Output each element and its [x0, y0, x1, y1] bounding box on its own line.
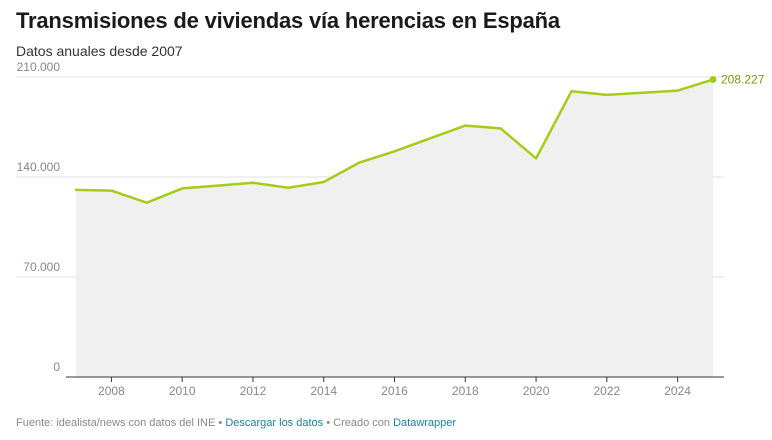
footer-source: Fuente: idealista/news con datos del INE — [16, 417, 216, 429]
area-chart: 0 70.000 140.000 210.000 2008 2010 2012 2014 201… — [16, 60, 765, 398]
footer-separator: • — [326, 417, 331, 429]
footer-separator: • — [218, 417, 223, 429]
area-fill — [76, 79, 713, 377]
x-tick-label: 2022 — [593, 384, 620, 398]
download-data-link[interactable]: Descargar los datos — [225, 417, 324, 429]
x-tick-label: 2008 — [98, 384, 125, 398]
end-point — [709, 76, 717, 84]
y-tick-label: 140.000 — [17, 160, 61, 174]
y-tick-label: 0 — [53, 360, 60, 374]
x-tick-label: 2024 — [664, 384, 691, 398]
footer-created: Creado con — [333, 417, 391, 429]
chart-title: Transmisiones de viviendas vía herencias… — [16, 8, 560, 33]
x-tick-label: 2018 — [452, 384, 479, 398]
x-tick-label: 2020 — [523, 384, 550, 398]
series-line — [74, 78, 715, 204]
x-tick-label: 2016 — [381, 384, 408, 398]
footer: Fuente: idealista/news con datos del INE… — [16, 417, 456, 429]
chart-subtitle: Datos anuales desde 2007 — [16, 43, 183, 59]
x-tick-label: 2010 — [169, 384, 196, 398]
end-value-label: 208.227 — [721, 73, 765, 87]
y-tick-label: 210.000 — [17, 60, 61, 74]
y-tick-label: 70.000 — [23, 260, 60, 274]
datawrapper-link[interactable]: Datawrapper — [393, 417, 457, 429]
x-tick-label: 2012 — [240, 384, 267, 398]
x-tick-label: 2014 — [310, 384, 337, 398]
